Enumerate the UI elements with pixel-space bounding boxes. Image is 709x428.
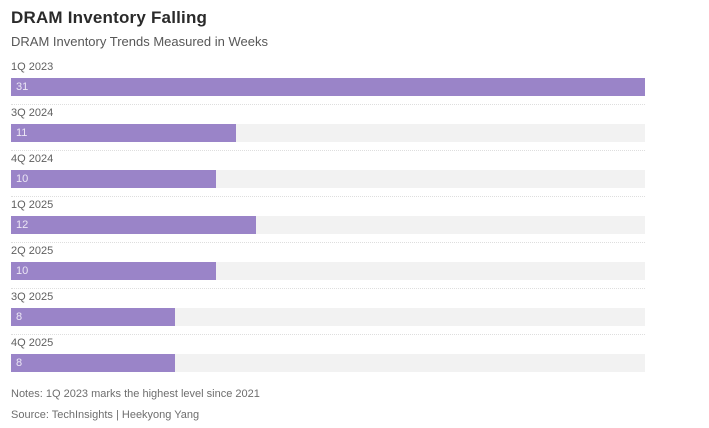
bar-row: 4Q 2025 8 <box>11 335 645 372</box>
bar-row: 3Q 2024 11 <box>11 105 645 151</box>
bar-category-label: 4Q 2024 <box>11 153 54 165</box>
bar-track: 10 <box>11 170 645 188</box>
chart-notes: Notes: 1Q 2023 marks the highest level s… <box>11 388 260 400</box>
bar-value-label: 8 <box>16 356 23 369</box>
bar-row: 1Q 2025 12 <box>11 197 645 243</box>
bar-track: 8 <box>11 308 645 326</box>
bar-fill: 11 <box>11 124 236 142</box>
chart-title: DRAM Inventory Falling <box>11 8 208 27</box>
bar-category-label: 4Q 2025 <box>11 337 54 349</box>
bar-fill: 10 <box>11 262 216 280</box>
bar-track: 31 <box>11 78 645 96</box>
bar-value-label: 11 <box>16 126 28 139</box>
bar-category-label: 2Q 2025 <box>11 245 54 257</box>
bar-chart: 1Q 2023 31 3Q 2024 11 4Q 2024 10 1Q 2025 12 2Q 2… <box>11 59 645 372</box>
bar-fill: 12 <box>11 216 257 234</box>
bar-track: 8 <box>11 354 645 372</box>
bar-fill: 31 <box>11 78 645 96</box>
bar-value-label: 31 <box>16 80 29 93</box>
chart-subtitle: DRAM Inventory Trends Measured in Weeks <box>11 34 268 49</box>
bar-track: 10 <box>11 262 645 280</box>
bar-value-label: 10 <box>16 264 29 277</box>
chart-source: Source: TechInsights | Heekyong Yang <box>11 409 200 421</box>
bar-fill: 8 <box>11 308 175 326</box>
bar-fill: 8 <box>11 354 175 372</box>
bar-row: 2Q 2025 10 <box>11 243 645 289</box>
bar-track: 12 <box>11 216 645 234</box>
bar-category-label: 1Q 2023 <box>11 61 54 73</box>
bar-row: 4Q 2024 10 <box>11 151 645 197</box>
bar-value-label: 12 <box>16 218 29 231</box>
bar-fill: 10 <box>11 170 216 188</box>
bar-category-label: 1Q 2025 <box>11 199 54 211</box>
bar-category-label: 3Q 2024 <box>11 107 54 119</box>
bar-row: 3Q 2025 8 <box>11 289 645 335</box>
bar-track: 11 <box>11 124 645 142</box>
bar-value-label: 8 <box>16 310 23 323</box>
bar-row: 1Q 2023 31 <box>11 59 645 105</box>
bar-value-label: 10 <box>16 172 29 185</box>
bar-category-label: 3Q 2025 <box>11 291 54 303</box>
